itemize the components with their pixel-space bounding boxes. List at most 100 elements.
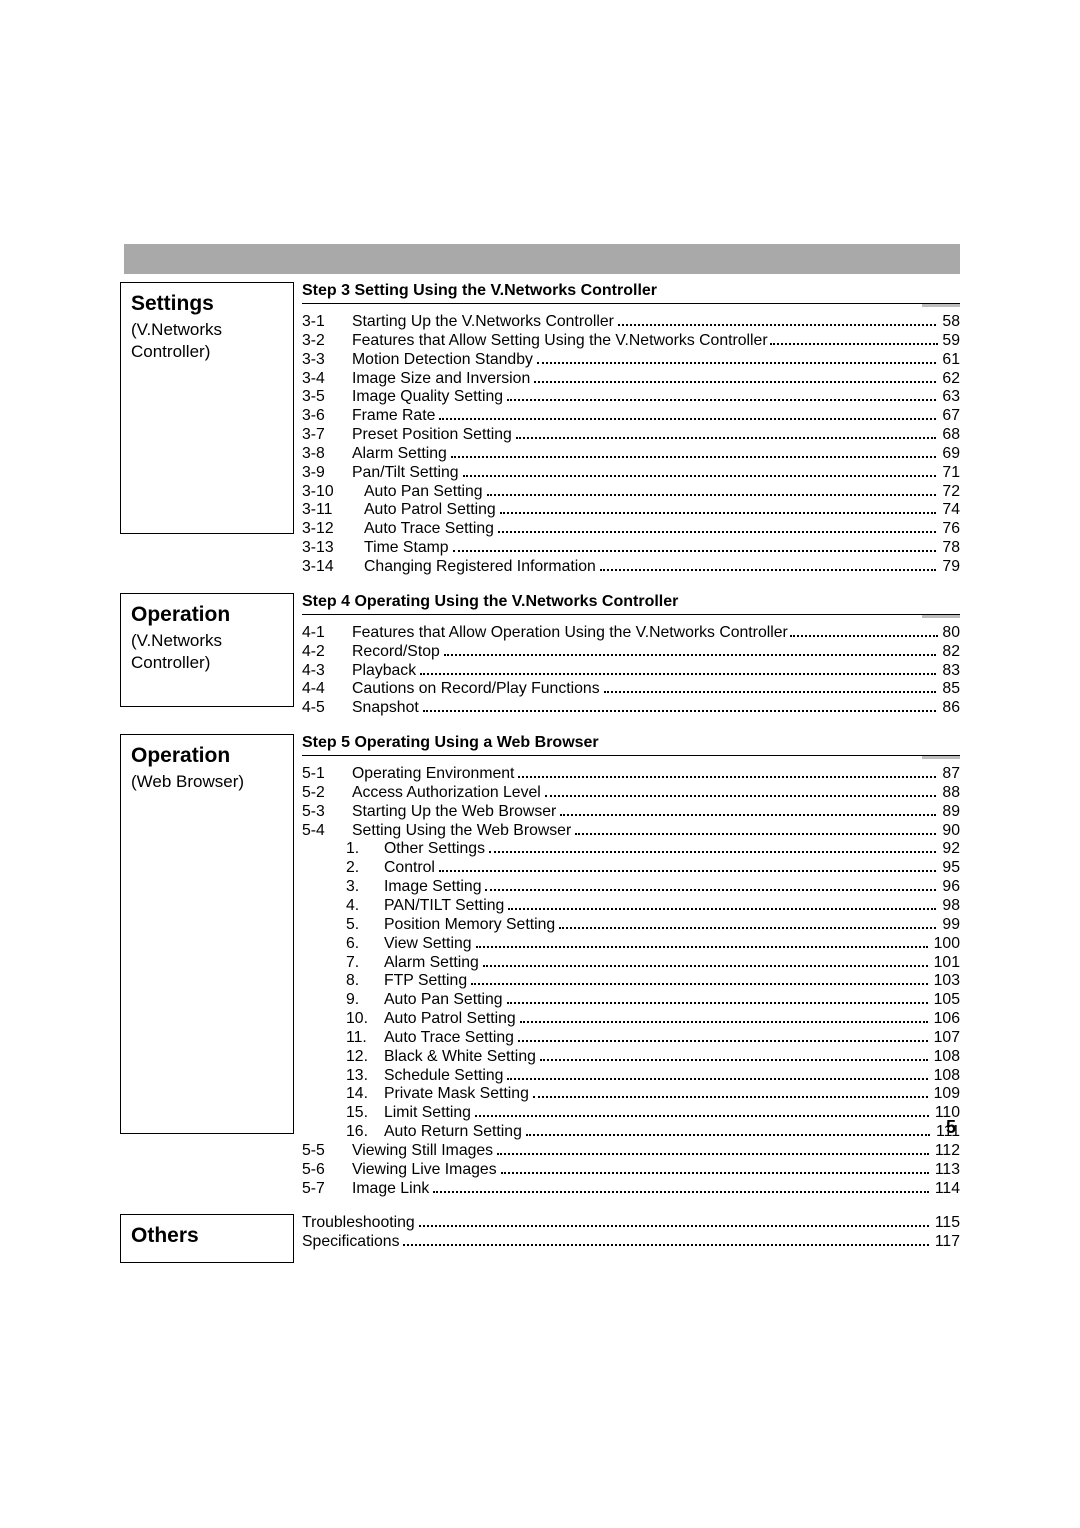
toc-row: 3-1Starting Up the V.Networks Controller…	[302, 313, 960, 332]
toc-subrow: 12.Black & White Setting108	[302, 1048, 960, 1067]
toc-row: 3-12Auto Trace Setting76	[302, 520, 960, 539]
toc-page: 105	[932, 992, 960, 1008]
left-column: Settings(V.Networks Controller)Operation…	[120, 282, 294, 1273]
toc-page: 59	[940, 333, 960, 349]
toc-page: 62	[940, 371, 960, 387]
toc-title: Troubleshooting	[302, 1215, 415, 1231]
toc-title: Auto Pan Setting	[364, 484, 483, 500]
toc-number: 3-1	[302, 314, 352, 330]
toc-page: 108	[932, 1049, 960, 1065]
toc-title: Auto Patrol Setting	[384, 1011, 516, 1027]
toc-number: 3-8	[302, 446, 352, 462]
toc-title: Image Link	[352, 1181, 429, 1197]
toc-row: 3-8Alarm Setting69	[302, 445, 960, 464]
toc-subrow: 14.Private Mask Setting109	[302, 1085, 960, 1104]
toc-number: 3-3	[302, 352, 352, 368]
toc-number: 5-2	[302, 785, 352, 801]
toc-number: 3-10	[302, 484, 364, 500]
toc-leader-dots	[600, 558, 937, 571]
toc-row: 4-3Playback83	[302, 662, 960, 681]
section-box: Settings(V.Networks Controller)	[120, 282, 294, 534]
toc-leader-dots	[533, 1085, 928, 1098]
page: Settings(V.Networks Controller)Operation…	[0, 0, 1080, 1528]
toc-page: 76	[940, 521, 960, 537]
toc-list: Troubleshooting115Specifications117	[302, 1214, 960, 1252]
page-number: 5	[946, 1117, 956, 1138]
toc-page: 92	[940, 841, 960, 857]
toc-leader-dots	[463, 464, 937, 477]
toc-title: Auto Return Setting	[384, 1124, 522, 1140]
toc-row: 5-5Viewing Still Images112	[302, 1142, 960, 1161]
toc-number: 9.	[302, 992, 384, 1008]
section-box: Others	[120, 1214, 294, 1262]
toc-leader-dots	[423, 699, 937, 712]
toc-subrow: 9.Auto Pan Setting 105	[302, 991, 960, 1010]
toc-title: Other Settings	[384, 841, 485, 857]
toc-number: 15.	[302, 1105, 384, 1121]
toc-number: 5-5	[302, 1143, 352, 1159]
toc-leader-dots	[501, 1161, 929, 1174]
toc-number: 14.	[302, 1086, 384, 1102]
step-header-text: Step 4 Operating Using the V.Networks Co…	[302, 593, 960, 611]
toc-number: 5-4	[302, 823, 352, 839]
toc-title: Operating Environment	[352, 766, 514, 782]
toc-title: Auto Trace Setting	[384, 1030, 514, 1046]
toc-page: 96	[940, 879, 960, 895]
toc-number: 4-4	[302, 681, 352, 697]
step-header: Step 3 Setting Using the V.Networks Cont…	[302, 282, 960, 309]
toc-leader-dots	[537, 351, 937, 364]
toc-group: Step 3 Setting Using the V.Networks Cont…	[302, 282, 960, 577]
toc-page: 79	[940, 559, 960, 575]
toc-title: Image Setting	[384, 879, 481, 895]
toc-number: 4-1	[302, 625, 352, 641]
toc-row: 3-4Image Size and Inversion62	[302, 370, 960, 389]
spacer	[120, 544, 294, 593]
toc-leader-dots	[453, 539, 937, 552]
toc-number: 10.	[302, 1011, 384, 1027]
toc-number: 1.	[302, 841, 384, 857]
toc-list: 3-1Starting Up the V.Networks Controller…	[302, 313, 960, 577]
step-header-text: Step 5 Operating Using a Web Browser	[302, 734, 960, 752]
toc-leader-dots	[534, 370, 936, 383]
toc-leader-dots	[518, 765, 936, 778]
toc-subrow: 16.Auto Return Setting111	[302, 1123, 960, 1142]
toc-title: Auto Pan Setting	[384, 992, 503, 1008]
toc-title: Auto Trace Setting	[364, 521, 494, 537]
toc-page: 87	[940, 766, 960, 782]
toc-title: PAN/TILT Setting	[384, 898, 504, 914]
toc-number: 5-6	[302, 1162, 352, 1178]
toc-title: Changing Registered Information	[364, 559, 596, 575]
toc-page: 89	[940, 804, 960, 820]
toc-subrow: 3.Image Setting96	[302, 878, 960, 897]
toc-page: 117	[933, 1234, 960, 1250]
toc-subrow: 15.Limit Setting110	[302, 1104, 960, 1123]
toc-page: 58	[940, 314, 960, 330]
toc-title: Specifications	[302, 1234, 399, 1250]
toc-list: 5-1Operating Environment875-2Access Auth…	[302, 765, 960, 1198]
toc-title: Preset Position Setting	[352, 427, 512, 443]
toc-page: 101	[932, 955, 960, 971]
toc-page: 98	[940, 898, 960, 914]
toc-row: 4-1Features that Allow Operation Using t…	[302, 624, 960, 643]
spacer	[120, 1144, 294, 1214]
header-bar	[124, 244, 960, 274]
toc-row: 3-11Auto Patrol Setting74	[302, 501, 960, 520]
toc-leader-dots	[790, 624, 939, 637]
toc-number: 5-3	[302, 804, 352, 820]
toc-title: Private Mask Setting	[384, 1086, 529, 1102]
toc-page: 108	[932, 1068, 960, 1084]
toc-subrow: 5.Position Memory Setting99	[302, 916, 960, 935]
toc-number: 3-7	[302, 427, 352, 443]
toc-number: 7.	[302, 955, 384, 971]
toc-row: 5-2Access Authorization Level88	[302, 784, 960, 803]
toc-leader-dots	[559, 916, 936, 929]
toc-number: 6.	[302, 936, 384, 952]
toc-row: 3-9Pan/Tilt Setting71	[302, 464, 960, 483]
toc-subrow: 2.Control95	[302, 859, 960, 878]
toc-leader-dots	[500, 501, 937, 514]
toc-page: 113	[933, 1162, 960, 1178]
toc-leader-dots	[403, 1233, 928, 1246]
toc-title: Black & White Setting	[384, 1049, 536, 1065]
toc-leader-dots	[507, 991, 928, 1004]
toc-subrow: 11.Auto Trace Setting107	[302, 1029, 960, 1048]
